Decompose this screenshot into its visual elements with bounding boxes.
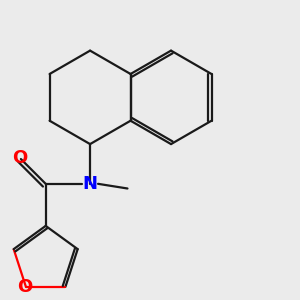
Text: O: O <box>17 278 33 296</box>
Text: O: O <box>12 148 28 166</box>
Text: N: N <box>82 175 98 193</box>
